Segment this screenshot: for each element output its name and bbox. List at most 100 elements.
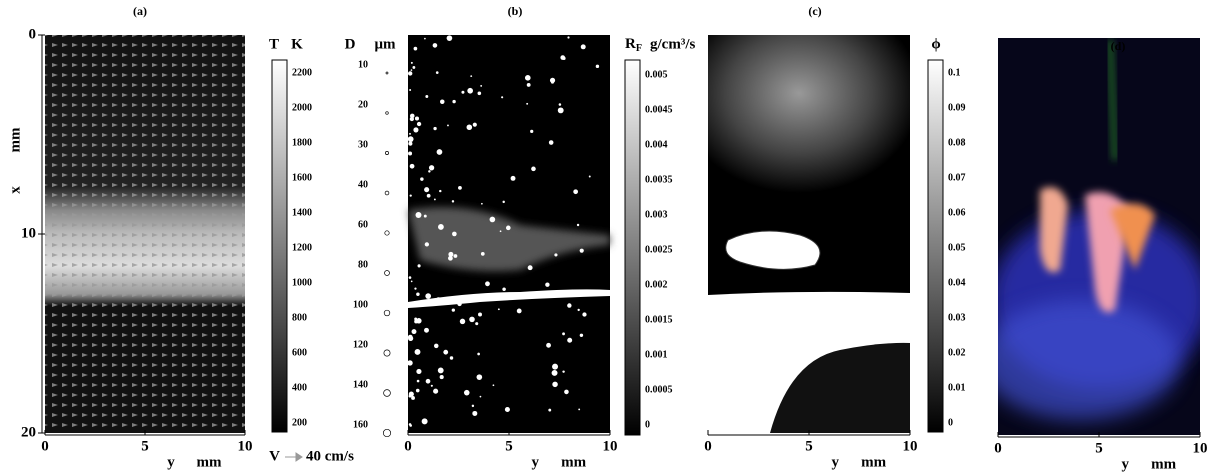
panel-label: (c) xyxy=(808,4,821,18)
colorbar-tick-label: 0.003 xyxy=(645,209,668,220)
legend-label: 30 xyxy=(358,139,368,150)
droplet xyxy=(428,165,435,171)
droplet xyxy=(527,265,533,271)
droplet xyxy=(440,99,445,105)
panel-label: (a) xyxy=(133,4,147,18)
subscript: F xyxy=(636,43,642,54)
lean-region xyxy=(770,342,910,433)
droplet xyxy=(551,369,558,376)
colorbar-tick-label: 1800 xyxy=(292,137,312,148)
colorbar-tick-label: 800 xyxy=(292,312,307,323)
legend-droplet xyxy=(385,111,389,115)
droplet xyxy=(492,384,495,387)
droplet xyxy=(417,264,421,268)
droplet xyxy=(579,248,584,253)
droplet xyxy=(414,317,418,321)
droplet xyxy=(449,356,454,360)
droplet xyxy=(408,335,412,339)
droplet xyxy=(408,141,413,146)
y-axis-label: x xyxy=(7,186,23,194)
droplet xyxy=(434,343,439,349)
colorbar-tick-label: 0 xyxy=(645,419,650,430)
droplet xyxy=(409,116,414,122)
droplet xyxy=(411,329,417,335)
droplet xyxy=(420,177,424,181)
panel-label: (d) xyxy=(1111,39,1126,53)
droplet xyxy=(504,406,510,413)
x-tick-label: 5 xyxy=(805,438,813,454)
droplet xyxy=(481,202,483,205)
droplet xyxy=(409,194,412,197)
droplet xyxy=(421,418,428,425)
colorbar-tick-label: 0.004 xyxy=(645,139,668,150)
droplet xyxy=(446,35,453,41)
droplet xyxy=(552,381,558,388)
droplet xyxy=(502,287,506,291)
colorbar-tick-label: 0.0005 xyxy=(645,384,673,395)
droplet xyxy=(432,43,438,48)
colorbar-tick-label: 0.05 xyxy=(948,242,966,253)
droplet xyxy=(497,308,500,311)
droplet xyxy=(554,253,558,257)
droplet xyxy=(475,322,479,326)
droplet xyxy=(510,175,516,181)
droplet xyxy=(438,224,444,230)
legend-label: 10 xyxy=(358,59,368,70)
droplet xyxy=(545,282,550,287)
droplet xyxy=(433,198,436,201)
x-axis-unit: mm xyxy=(1151,456,1176,472)
x-tick-label: 10 xyxy=(603,438,618,454)
droplet xyxy=(462,300,466,304)
colorbar-tick-label: 0.03 xyxy=(948,312,966,323)
legend-droplet xyxy=(385,151,389,155)
droplet xyxy=(452,231,457,237)
colorbar-tick-label: 0.06 xyxy=(948,207,966,218)
x-tick-label: 0 xyxy=(404,438,412,454)
droplet xyxy=(412,66,416,69)
reaction-zone xyxy=(408,207,610,272)
droplet xyxy=(502,200,505,204)
droplet xyxy=(415,211,422,218)
droplet xyxy=(580,44,586,50)
droplet xyxy=(562,332,565,336)
legend-droplet xyxy=(384,270,390,276)
droplet xyxy=(573,189,579,195)
droplet xyxy=(452,99,456,104)
x-tick-label: 5 xyxy=(141,438,149,454)
droplet xyxy=(558,103,562,106)
droplet xyxy=(577,308,580,312)
legend-droplet xyxy=(383,309,391,317)
legend-label: 60 xyxy=(358,219,368,230)
droplet xyxy=(567,303,572,308)
droplet xyxy=(595,64,600,69)
velocity-vectors xyxy=(45,35,245,433)
symbol: R xyxy=(625,36,636,52)
panel-a: (a) T K x mm V 40 cm/s xyxy=(7,4,354,465)
legend-label: 20 xyxy=(358,99,368,110)
colorbar-tick-label: 2200 xyxy=(292,67,312,78)
droplet xyxy=(413,46,418,51)
panel-label: (b) xyxy=(508,4,523,18)
droplet xyxy=(579,333,584,338)
legend-label: 80 xyxy=(358,259,368,270)
droplet xyxy=(526,82,531,87)
droplet xyxy=(416,121,422,127)
droplet xyxy=(551,80,554,84)
colorbar-tick-label: 0.005 xyxy=(645,69,668,80)
y-tick-label: 10 xyxy=(21,225,36,241)
droplet xyxy=(425,95,429,98)
colorbar-unit: g/cm³/s xyxy=(650,36,695,52)
colorbar-symbol: RF xyxy=(625,36,642,54)
vector-arrow xyxy=(285,452,303,462)
droplet xyxy=(469,316,475,323)
droplet xyxy=(466,124,473,131)
colorbar-tick-label: 1600 xyxy=(292,172,312,183)
colorbar-tick-label: 0.09 xyxy=(948,102,966,113)
droplet xyxy=(471,404,475,408)
droplet xyxy=(433,388,439,394)
droplet xyxy=(576,223,580,227)
droplet xyxy=(425,378,431,384)
droplet xyxy=(425,293,432,299)
droplets xyxy=(407,35,600,427)
